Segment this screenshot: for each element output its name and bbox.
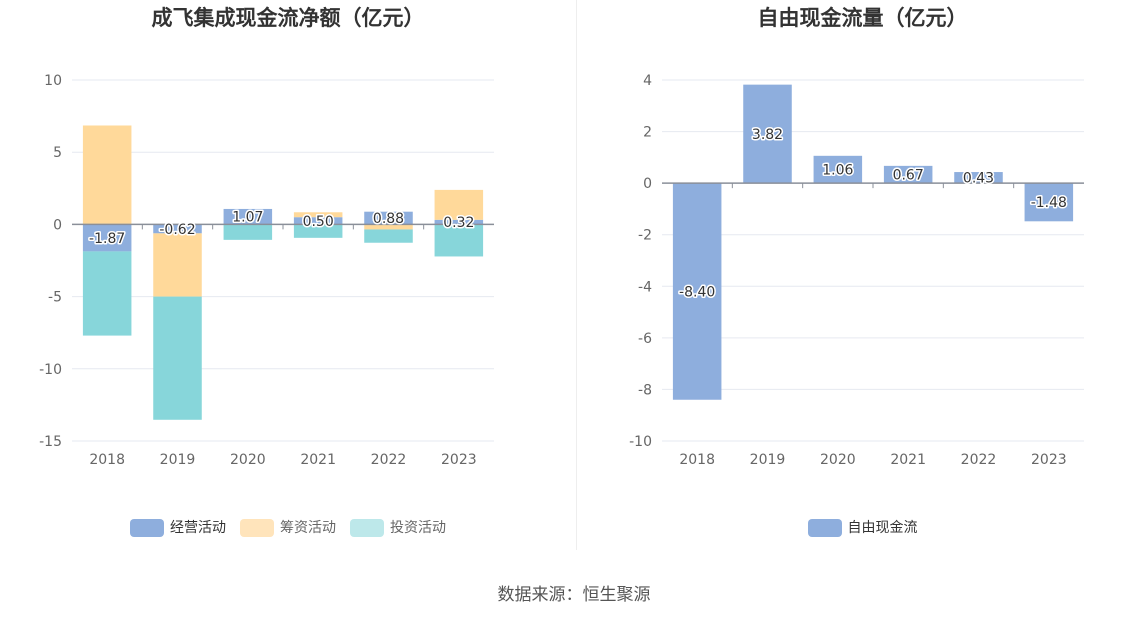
legend-item-operating[interactable]: 经营活动	[130, 518, 226, 538]
y-tick-label: -15	[39, 434, 62, 450]
bar-1-2020	[813, 155, 863, 184]
bar-1-2022	[954, 172, 1003, 184]
x-tick-label: 2021	[890, 452, 926, 468]
legend-label: 经营活动	[170, 520, 226, 536]
data-source: 数据来源：恒生聚源	[497, 585, 651, 605]
x-tick-label: 2020	[820, 452, 856, 468]
y-tick-label: -4	[638, 279, 652, 295]
data-label: -1.48	[1031, 195, 1067, 211]
y-tick-label: -6	[638, 331, 652, 347]
y-tick-label: -2	[638, 228, 652, 244]
bar-1-2021	[883, 165, 933, 184]
free-cashflow-chart-panel: 自由现金流量（亿元） 4 2 0 -2 -4 -6 -8 -10 -8.40 3.82 1.06 0.…	[577, 0, 1148, 560]
cashflow-net-chart: 10 5 0 -5 -10 -15 -1.87 -0.62 1.07 0.50 0.88 0.32 20…	[39, 73, 494, 468]
bar-1-2023	[434, 219, 484, 225]
data-label: -0.62	[159, 222, 195, 238]
data-label: -8.40	[679, 284, 715, 300]
bar-1-2018	[672, 183, 722, 400]
y-tick-label: 4	[643, 73, 652, 89]
x-tick-label: 2018	[679, 452, 715, 468]
data-label: -1.87	[89, 231, 125, 247]
data-label: 3.82	[752, 127, 783, 143]
bar-3-2019	[153, 296, 202, 420]
bar-1-2018	[82, 224, 132, 252]
bar-2-2023	[434, 189, 484, 220]
legend-label: 投资活动	[390, 520, 446, 536]
data-label: 0.88	[373, 211, 404, 227]
bar-3-2022	[364, 229, 413, 243]
y-tick-label: 2	[643, 125, 652, 141]
x-tick-label: 2020	[230, 452, 266, 468]
y-tick-label: -8	[638, 382, 652, 398]
bar-3-2020	[223, 224, 273, 240]
x-tick-label: 2018	[89, 452, 125, 468]
bar-1-2022	[364, 211, 413, 225]
x-tick-label: 2023	[441, 452, 477, 468]
data-label: 0.67	[893, 168, 924, 184]
y-tick-label: -5	[48, 290, 62, 306]
x-tick-label: 2023	[1031, 452, 1067, 468]
data-label: 0.50	[303, 214, 334, 230]
chart-title: 成飞集成现金流净额（亿元）	[151, 6, 425, 30]
x-tick-label: 2022	[371, 452, 407, 468]
y-tick-label: 0	[643, 176, 652, 192]
legend-label: 筹资活动	[280, 520, 336, 536]
legend-swatch	[807, 519, 842, 537]
bar-2-2018	[82, 125, 132, 225]
panel-divider	[576, 0, 577, 550]
bar-3-2018	[82, 251, 132, 336]
bar-1-2021	[293, 217, 343, 225]
y-tick-label: 5	[53, 145, 62, 161]
bar-2-2022	[364, 224, 413, 230]
x-tick-label: 2019	[160, 452, 196, 468]
legend-swatch	[350, 519, 384, 537]
bar-1-2019	[743, 84, 792, 184]
bar-1-2023	[1024, 183, 1074, 222]
bar-1-2020	[223, 208, 273, 225]
chart-legend: 自由现金流	[577, 518, 1148, 538]
y-tick-label: -10	[39, 362, 62, 378]
bar-1-2019	[153, 224, 202, 234]
cashflow-net-chart-panel: 成飞集成现金流净额（亿元） 10 5 0 -5 -10 -15 -1.87 -0.62 1.07…	[0, 0, 576, 560]
x-tick-label: 2022	[961, 452, 997, 468]
data-label: 1.06	[822, 162, 853, 178]
legend-label: 自由现金流	[847, 520, 918, 536]
data-label: 1.07	[232, 210, 263, 226]
data-label: 0.32	[443, 215, 474, 231]
legend-item-investing[interactable]: 投资活动	[350, 518, 446, 538]
legend-item-free-cashflow[interactable]: 自由现金流	[807, 518, 918, 538]
chart-legend: 经营活动 筹资活动 投资活动	[0, 518, 576, 538]
free-cashflow-chart: 4 2 0 -2 -4 -6 -8 -10 -8.40 3.82 1.06 0.67 0.43 -1.48…	[629, 73, 1084, 468]
x-tick-label: 2021	[300, 452, 336, 468]
bar-3-2023	[434, 224, 484, 257]
y-tick-label: -10	[629, 434, 652, 450]
legend-item-financing[interactable]: 筹资活动	[240, 518, 336, 538]
bar-2-2021	[293, 212, 343, 218]
x-tick-label: 2019	[750, 452, 786, 468]
legend-swatch	[240, 519, 274, 537]
chart-title: 自由现金流量（亿元）	[757, 6, 968, 30]
y-tick-label: 0	[53, 217, 62, 233]
bar-2-2019	[153, 233, 202, 297]
data-label: 0.43	[963, 171, 994, 187]
legend-swatch	[130, 519, 164, 537]
y-tick-label: 10	[44, 73, 62, 89]
bar-3-2021	[293, 224, 343, 238]
